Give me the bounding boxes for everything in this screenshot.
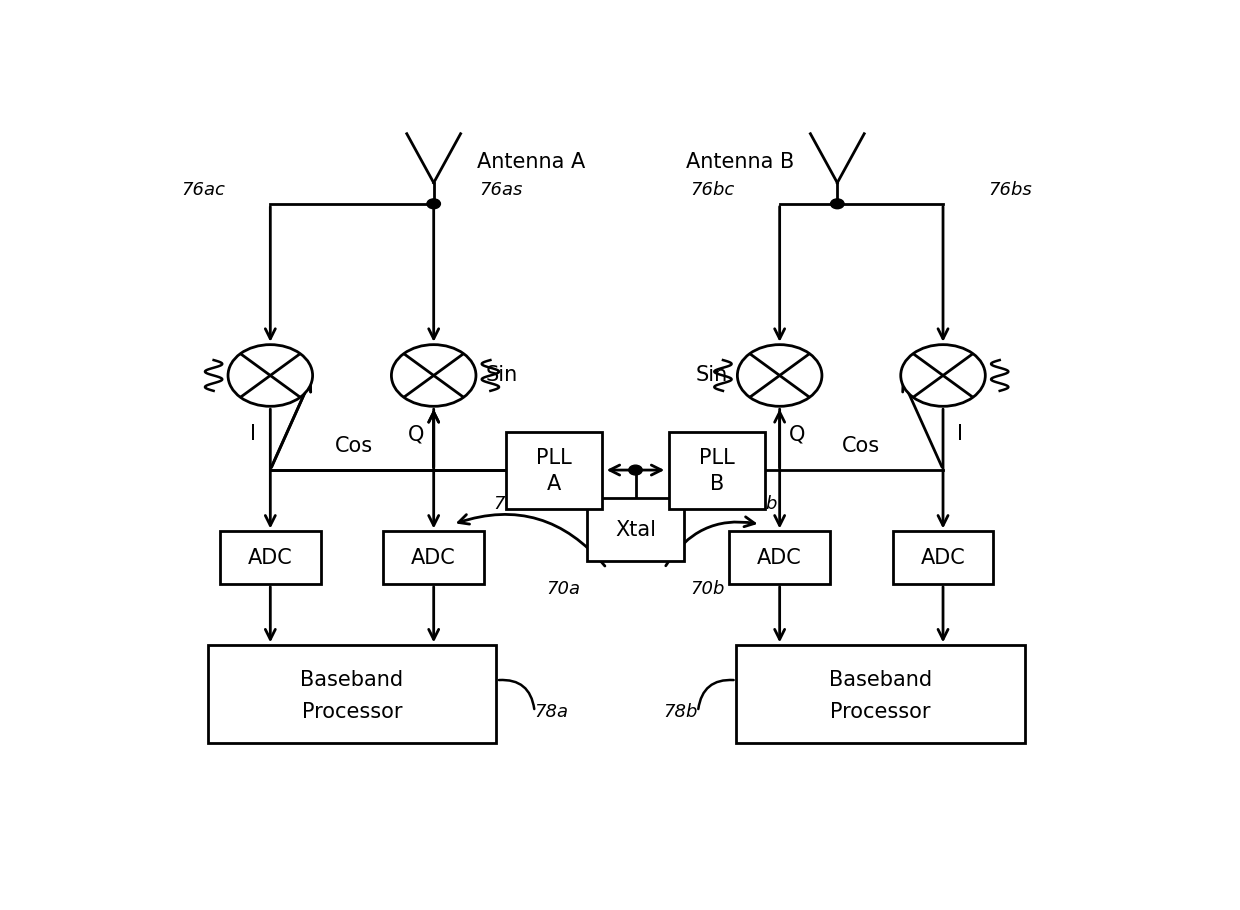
Text: Baseband: Baseband xyxy=(830,670,932,690)
Bar xyxy=(893,531,993,584)
Text: PLL: PLL xyxy=(699,449,735,469)
Text: Sin: Sin xyxy=(696,366,728,386)
Bar xyxy=(219,531,321,584)
Circle shape xyxy=(427,199,440,208)
Text: Cos: Cos xyxy=(335,436,373,456)
Text: Antenna A: Antenna A xyxy=(477,152,585,172)
Text: 78b: 78b xyxy=(663,703,698,721)
Text: 74b: 74b xyxy=(743,495,777,512)
Text: ADC: ADC xyxy=(758,548,802,568)
Text: I: I xyxy=(250,424,255,444)
Text: 76a: 76a xyxy=(494,495,527,512)
Text: Cos: Cos xyxy=(842,436,880,456)
Text: 76as: 76as xyxy=(480,181,522,198)
Text: 70a: 70a xyxy=(547,581,580,598)
Bar xyxy=(208,645,496,743)
Text: ADC: ADC xyxy=(412,548,456,568)
Circle shape xyxy=(900,345,986,406)
Text: Sin: Sin xyxy=(486,366,518,386)
Text: 78a: 78a xyxy=(534,703,569,721)
Text: Xtal: Xtal xyxy=(615,520,656,540)
Bar xyxy=(383,531,484,584)
Text: Q: Q xyxy=(408,424,424,444)
Text: Antenna B: Antenna B xyxy=(686,152,794,172)
Circle shape xyxy=(738,345,822,406)
Bar xyxy=(737,645,1024,743)
Text: B: B xyxy=(711,474,724,494)
Text: 76ac: 76ac xyxy=(181,181,224,198)
Circle shape xyxy=(629,465,642,475)
Text: 76bc: 76bc xyxy=(691,181,734,198)
Circle shape xyxy=(392,345,476,406)
Text: Processor: Processor xyxy=(301,702,402,722)
Text: 72: 72 xyxy=(693,443,717,461)
Circle shape xyxy=(831,199,844,208)
Text: 76bs: 76bs xyxy=(988,181,1032,198)
Text: Baseband: Baseband xyxy=(300,670,403,690)
Text: Q: Q xyxy=(789,424,805,444)
Circle shape xyxy=(228,345,312,406)
Bar xyxy=(506,431,601,509)
Text: PLL: PLL xyxy=(536,449,572,469)
Text: 70b: 70b xyxy=(691,581,724,598)
Bar xyxy=(588,498,683,561)
Text: ADC: ADC xyxy=(248,548,293,568)
Bar xyxy=(670,431,765,509)
Text: ADC: ADC xyxy=(920,548,966,568)
Bar xyxy=(729,531,830,584)
Text: A: A xyxy=(547,474,560,494)
Text: I: I xyxy=(957,424,963,444)
Text: Processor: Processor xyxy=(831,702,931,722)
